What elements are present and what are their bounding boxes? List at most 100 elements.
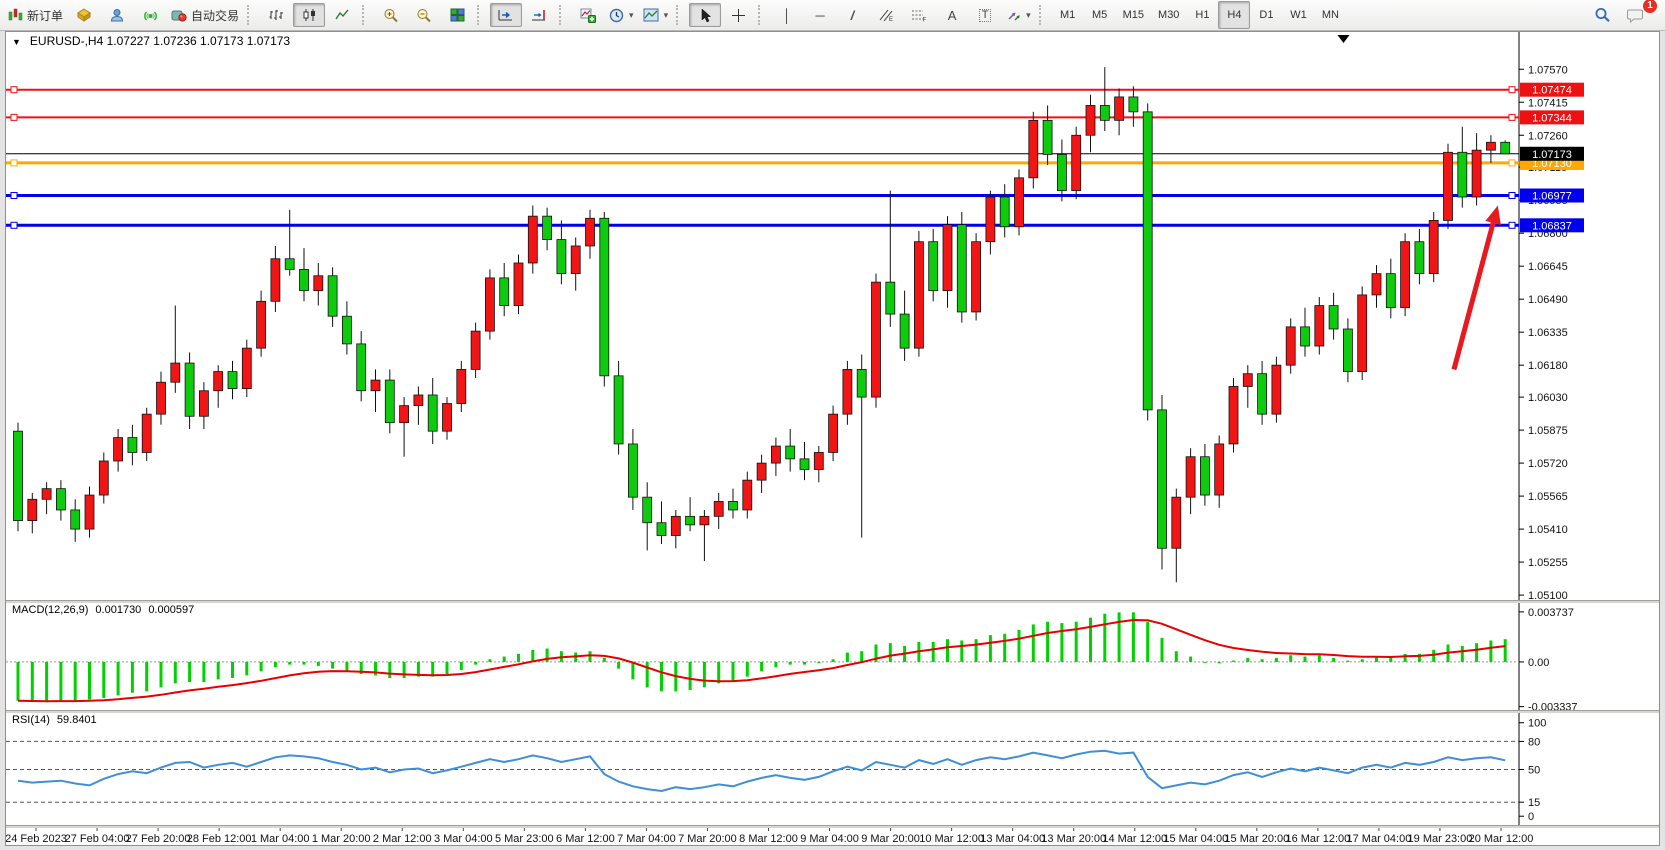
bar-chart-icon xyxy=(269,10,283,20)
equidistant-channel-tool[interactable]: E xyxy=(870,3,902,27)
auto-scroll-button[interactable] xyxy=(490,3,523,27)
tf-mn-button[interactable]: MN xyxy=(1321,9,1339,21)
fibonacci-tool[interactable]: F xyxy=(903,3,935,27)
chat-bubble-icon xyxy=(1626,9,1643,23)
time-axis-label: 19 Mar 23:00 xyxy=(1408,833,1473,845)
main-chart-canvas[interactable]: 1.075701.074151.072601.071101.069551.068… xyxy=(6,32,1659,600)
candle-down xyxy=(1343,328,1353,372)
vertical-line-tool[interactable]: │ xyxy=(771,3,803,27)
tf-m15-button[interactable]: M15 xyxy=(1122,9,1145,21)
time-axis-label: 8 Mar 12:00 xyxy=(739,833,798,845)
toolbar-grip xyxy=(676,5,685,25)
signal-button[interactable] xyxy=(134,3,166,27)
axis-tick-label: 1.07570 xyxy=(1528,64,1568,76)
axis-tick-label: 1.06030 xyxy=(1528,392,1568,404)
horizontal-line-icon: ─ xyxy=(815,7,825,23)
candlestick-chart-icon xyxy=(303,9,315,21)
time-axis-label: 14 Mar 12:00 xyxy=(1102,833,1167,845)
candle-up xyxy=(313,275,324,292)
tf-d1-button[interactable]: D1 xyxy=(1259,9,1274,21)
new-order-button[interactable]: 新订单 xyxy=(4,3,67,27)
candle-up xyxy=(942,224,953,292)
time-axis-label: 9 Mar 20:00 xyxy=(861,833,920,845)
tf-m1-button[interactable]: M1 xyxy=(1059,9,1076,21)
horizontal-lines xyxy=(6,86,1519,229)
symbols-button[interactable] xyxy=(68,3,100,27)
candle-up xyxy=(1428,220,1439,275)
toolbar-grip xyxy=(477,5,486,25)
panel-separator[interactable] xyxy=(6,600,1659,603)
toolbar-grip xyxy=(559,5,568,25)
text-tool[interactable]: A xyxy=(936,3,968,27)
indicators-button[interactable] xyxy=(572,3,604,27)
line-chart-button[interactable] xyxy=(326,3,358,27)
crosshair-icon xyxy=(731,8,745,22)
candle-down xyxy=(56,488,66,511)
panel-separator[interactable] xyxy=(6,710,1659,713)
trendline-tool[interactable]: / xyxy=(837,3,869,27)
arrows-icon xyxy=(1008,12,1020,21)
tf-w1-button[interactable]: W1 xyxy=(1290,9,1307,21)
time-axis-label: 16 Mar 12:00 xyxy=(1285,833,1350,845)
candle-down xyxy=(613,375,624,445)
axis-tick-label: 1.05255 xyxy=(1528,557,1568,569)
horizontal-line-tool[interactable]: ─ xyxy=(804,3,836,27)
macd-canvas[interactable]: 0.003737 0.00 -0.003337 xyxy=(6,603,1659,710)
candle-down xyxy=(1457,151,1468,198)
bar-chart-button[interactable] xyxy=(260,3,292,27)
zoom-in-icon xyxy=(384,8,398,22)
price-line-badge xyxy=(1520,110,1584,125)
tile-windows-button[interactable] xyxy=(441,3,473,27)
candle-up xyxy=(585,217,595,247)
profile-button[interactable] xyxy=(101,3,133,27)
auto-trading-button[interactable]: 自动交易 xyxy=(167,3,243,27)
candle-down xyxy=(327,275,338,317)
profile-icon xyxy=(111,9,124,22)
crosshair-button[interactable] xyxy=(722,3,754,27)
candle-up xyxy=(113,437,123,462)
svg-text:1.06977: 1.06977 xyxy=(1532,191,1572,203)
rsi-canvas[interactable]: 100 80 50 15 0 xyxy=(6,713,1659,825)
candle-up xyxy=(771,445,781,464)
search-button[interactable] xyxy=(1586,3,1618,27)
axis-tick-label: 80 xyxy=(1528,736,1540,748)
axis-tick-label: 1.07415 xyxy=(1528,97,1568,109)
tf-m30-button[interactable]: M30 xyxy=(1158,9,1180,21)
tf-h1-button[interactable]: H1 xyxy=(1195,9,1210,21)
candle-up xyxy=(699,515,710,526)
text-label-tool[interactable]: T xyxy=(969,3,1001,27)
text-tool-icon: A xyxy=(947,7,957,23)
arrows-tool[interactable]: ▾ xyxy=(1002,3,1035,27)
line-handle xyxy=(1508,192,1516,200)
periods-button[interactable]: ▾ xyxy=(605,3,638,27)
time-axis-label: 27 Feb 20:00 xyxy=(126,833,191,845)
cursor-button[interactable] xyxy=(689,3,722,27)
templates-button[interactable]: ▾ xyxy=(639,3,673,27)
candle-up xyxy=(1085,105,1096,136)
candle-up xyxy=(1271,364,1282,415)
svg-text:1.06837: 1.06837 xyxy=(1532,220,1572,232)
axis-tick-label: 1.07260 xyxy=(1528,130,1568,142)
chart-shift-button[interactable] xyxy=(523,3,555,27)
time-axis-label: 28 Feb 12:00 xyxy=(187,833,252,845)
zoom-out-button[interactable] xyxy=(408,3,440,27)
candle-down xyxy=(127,437,138,453)
time-axis-label: 15 Mar 04:00 xyxy=(1163,833,1228,845)
trendline-icon: / xyxy=(850,7,856,23)
axis-tick-label: 1.06490 xyxy=(1528,294,1568,306)
candle-down xyxy=(1500,141,1511,155)
candlestick-chart-button[interactable] xyxy=(293,3,326,27)
toolbar-grip xyxy=(758,5,767,25)
zoom-in-button[interactable] xyxy=(375,3,407,27)
chat-button[interactable]: 1 xyxy=(1619,0,1657,27)
candle-down xyxy=(885,281,896,315)
candle-up xyxy=(828,413,838,453)
candle-up xyxy=(1185,456,1196,498)
tf-m5-button[interactable]: M5 xyxy=(1091,9,1108,21)
line-handle xyxy=(10,113,18,121)
svg-text:1.07130: 1.07130 xyxy=(1532,158,1572,170)
tf-h4-button[interactable]: H4 xyxy=(1218,1,1251,29)
candle-up xyxy=(241,347,252,389)
notification-badge: 1 xyxy=(1643,0,1657,13)
